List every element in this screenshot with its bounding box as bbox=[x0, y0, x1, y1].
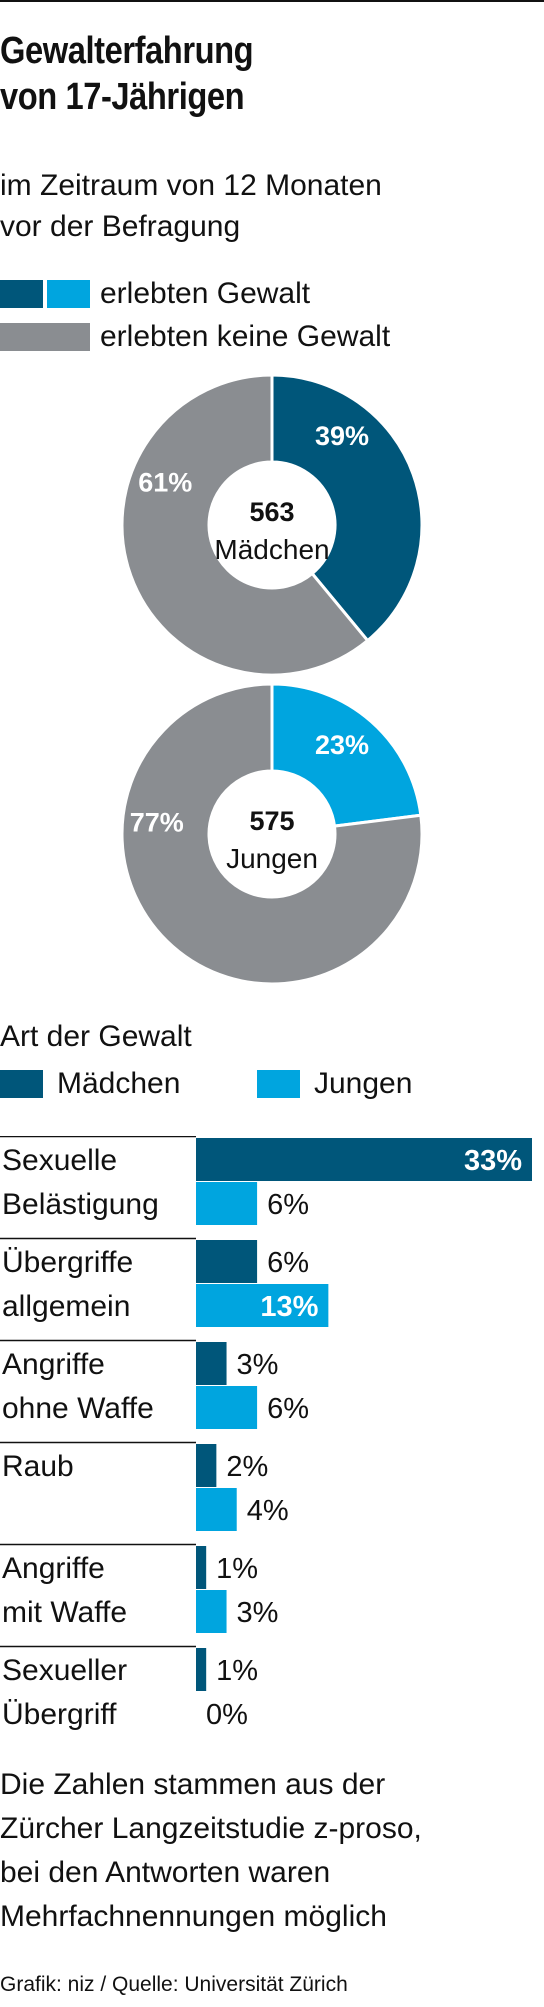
chart-title: Gewalterfahrung von 17-Jährigen bbox=[0, 28, 456, 120]
footnote-line-3: bei den Antworten waren bbox=[0, 1856, 331, 1889]
donut-slice-jungen-gewalt bbox=[270, 682, 423, 828]
bar-maedchen bbox=[196, 1342, 227, 1385]
donut-center-count-maedchen: 563 bbox=[249, 497, 294, 527]
bar-maedchen bbox=[196, 1444, 217, 1487]
donut-center-label-maedchen: Mädchen bbox=[214, 534, 329, 565]
title-line-2: von 17-Jährigen bbox=[0, 76, 245, 118]
category-label: Übergriff bbox=[2, 1698, 117, 1731]
bar-label-jungen: 0% bbox=[206, 1699, 248, 1731]
bar-maedchen bbox=[196, 1138, 532, 1181]
legend-item-keine-gewalt: erlebten keine Gewalt bbox=[0, 320, 390, 354]
donut-center-count-jungen: 575 bbox=[249, 806, 294, 836]
chart-subtitle: im Zeitraum von 12 Monaten vor der Befra… bbox=[0, 165, 530, 247]
source-credit: Grafik: niz / Quelle: Universität Zürich bbox=[0, 1973, 348, 1996]
legend-swatch-jungen bbox=[47, 280, 90, 308]
donut-slice-jungen-keine-gewalt bbox=[120, 682, 424, 986]
subtitle-line-2: vor der Befragung bbox=[0, 210, 241, 243]
bar-jungen bbox=[196, 1386, 258, 1429]
category-label: ohne Waffe bbox=[2, 1392, 154, 1425]
donut-slice-maedchen-keine-gewalt bbox=[120, 373, 370, 677]
bar-jungen bbox=[196, 1182, 258, 1225]
bar-label-maedchen: 2% bbox=[226, 1451, 268, 1483]
bar-maedchen bbox=[196, 1240, 258, 1283]
donut-maedchen: 39% 61% 563 Mädchen bbox=[120, 373, 424, 677]
section-heading-art-der-gewalt: Art der Gewalt bbox=[0, 1020, 192, 1053]
legend-swatch-maedchen bbox=[0, 280, 43, 308]
footnote: Die Zahlen stammen aus der Zürcher Langz… bbox=[0, 1763, 540, 1939]
legend-item-maedchen: Mädchen bbox=[0, 1067, 180, 1101]
legend-label-erlebten-gewalt: erlebten Gewalt bbox=[100, 277, 311, 310]
bar-chart-art-der-gewalt: Sexuelle Belästigung 33% 6% Übergriffe allgem… bbox=[0, 1136, 532, 1731]
category-label: Belästigung bbox=[2, 1188, 159, 1221]
category-label: Übergriffe bbox=[2, 1246, 133, 1279]
donut-jungen: 23% 77% 575 Jungen bbox=[120, 682, 424, 986]
legend-swatch-bar-jungen bbox=[257, 1070, 300, 1098]
legend-swatch-bar-maedchen bbox=[0, 1070, 43, 1098]
bar-label-jungen: 6% bbox=[267, 1393, 309, 1425]
bar-jungen bbox=[196, 1488, 237, 1531]
bar-label-maedchen: 33% bbox=[464, 1145, 522, 1177]
legend-label-keine-gewalt: erlebten keine Gewalt bbox=[100, 320, 391, 353]
subtitle-line-1: im Zeitraum von 12 Monaten bbox=[0, 169, 382, 202]
category-label: allgemein bbox=[2, 1290, 130, 1323]
category-label: Angriffe bbox=[2, 1348, 105, 1381]
bar-label-maedchen: 1% bbox=[216, 1655, 258, 1687]
category-label: Sexuelle bbox=[2, 1144, 117, 1177]
footnote-line-4: Mehrfachnennungen möglich bbox=[0, 1900, 387, 1933]
donut-label-maedchen-keine-gewalt: 61% bbox=[138, 468, 192, 498]
bar-maedchen bbox=[196, 1546, 207, 1589]
bar-label-jungen: 13% bbox=[260, 1291, 318, 1323]
bar-jungen bbox=[196, 1590, 227, 1633]
footnote-line-1: Die Zahlen stammen aus der bbox=[0, 1768, 386, 1801]
bar-jungen bbox=[196, 1284, 329, 1327]
donut-label-maedchen-gewalt: 39% bbox=[315, 421, 369, 451]
donut-center-label-jungen: Jungen bbox=[226, 843, 318, 874]
category-label: Sexueller bbox=[2, 1654, 127, 1687]
legend-label-maedchen: Mädchen bbox=[57, 1067, 181, 1100]
footnote-line-2: Zürcher Langzeitstudie z-proso, bbox=[0, 1812, 422, 1845]
bar-label-jungen: 6% bbox=[267, 1189, 309, 1221]
donut-slice-maedchen-gewalt bbox=[270, 373, 424, 643]
bar-maedchen bbox=[196, 1648, 207, 1691]
donut-label-jungen-gewalt: 23% bbox=[315, 730, 369, 760]
title-line-1: Gewalterfahrung bbox=[0, 30, 254, 72]
bar-label-jungen: 3% bbox=[237, 1597, 279, 1629]
donut-label-jungen-keine-gewalt: 77% bbox=[130, 807, 184, 837]
category-label: Raub bbox=[2, 1450, 74, 1483]
bar-label-maedchen: 1% bbox=[216, 1553, 258, 1585]
bar-label-jungen: 4% bbox=[247, 1495, 289, 1527]
legend-label-jungen: Jungen bbox=[314, 1067, 413, 1100]
category-label: mit Waffe bbox=[2, 1596, 127, 1629]
legend-item-erlebten-gewalt: erlebten Gewalt bbox=[0, 277, 310, 311]
legend-swatch-keine bbox=[0, 323, 90, 351]
bar-label-maedchen: 3% bbox=[237, 1349, 279, 1381]
legend-item-jungen: Jungen bbox=[257, 1067, 412, 1101]
category-label: Angriffe bbox=[2, 1552, 105, 1585]
bar-label-maedchen: 6% bbox=[267, 1247, 309, 1279]
top-rule bbox=[0, 0, 544, 2]
